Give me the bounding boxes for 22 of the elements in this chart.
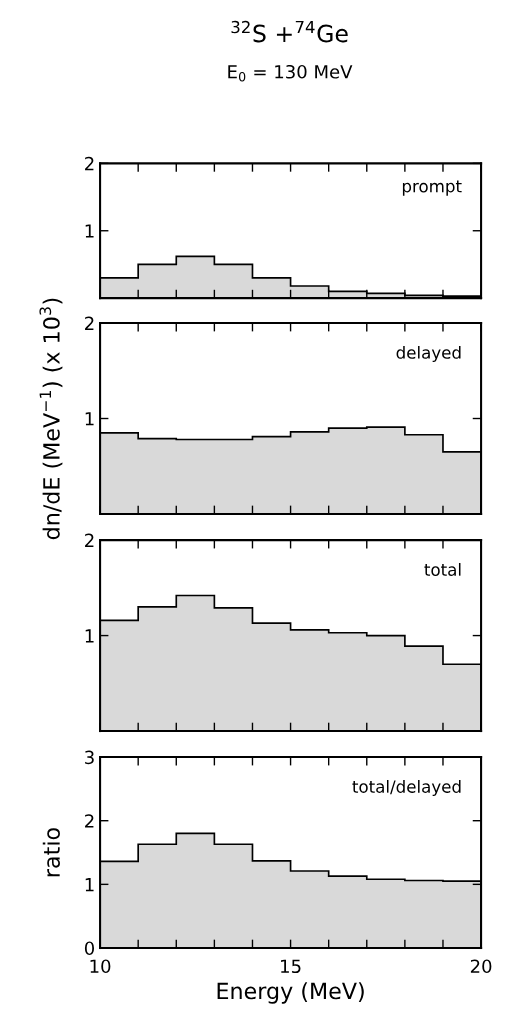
y-tick-label: 2 <box>85 316 94 330</box>
y-axis-title: ratio <box>42 828 60 877</box>
y-tick-label: 1 <box>85 878 94 892</box>
y-tick-label: 0 <box>84 941 95 956</box>
y-tick-label: 1 <box>85 412 94 426</box>
y-tick-label: 2 <box>85 814 94 828</box>
annotation: delayed <box>396 345 461 363</box>
annotation: total/delayed <box>352 779 461 797</box>
chart-subtitle: E$_{0}$ = 130 MeV <box>228 64 353 82</box>
annotation: prompt <box>402 180 462 196</box>
y-tick-label: 2 <box>85 156 94 171</box>
x-axis-title: Energy (MeV) <box>217 982 364 1004</box>
y-tick-label: 1 <box>85 629 94 643</box>
y-tick-label: 3 <box>85 750 94 765</box>
annotation: total <box>424 563 461 576</box>
x-tick-label: 20 <box>470 959 492 974</box>
y-tick-label: 2 <box>85 533 94 547</box>
y-tick-label: 1 <box>85 224 94 238</box>
chart-title: $^{32}$S +$^{74}$Ge <box>231 20 348 43</box>
x-tick-label: 15 <box>281 959 301 974</box>
y-axis-title: dn/dE (MeV$^{−1}$) (x 10$^{3}$) <box>39 298 63 540</box>
x-tick-label: 10 <box>90 959 111 974</box>
